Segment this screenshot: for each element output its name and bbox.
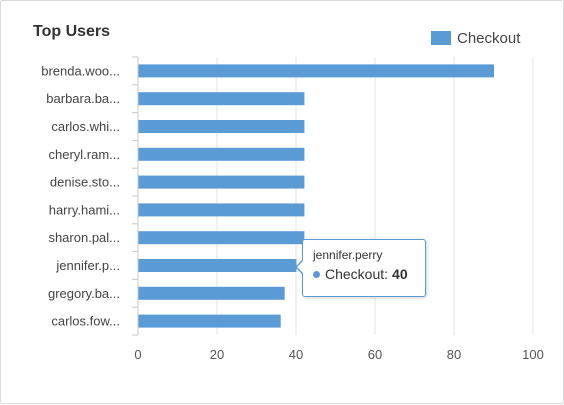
category-label: carlos.whi...: [51, 119, 120, 134]
tooltip-series: Checkout:: [325, 266, 389, 282]
bar: [138, 314, 281, 328]
tooltip: jennifer.perry Checkout: 40: [295, 239, 426, 297]
legend-swatch: [431, 31, 451, 45]
tooltip-value: 40: [392, 266, 408, 282]
bar: [138, 203, 305, 217]
x-tick-label: 100: [522, 347, 544, 362]
x-tick-label: 60: [368, 347, 382, 362]
category-label: carlos.fow...: [51, 314, 120, 329]
category-label: sharon.pal...: [48, 230, 120, 245]
x-tick-label: 20: [210, 347, 224, 362]
category-label: harry.hami...: [49, 202, 120, 217]
legend[interactable]: Checkout: [431, 29, 520, 47]
bar: [138, 175, 305, 189]
tooltip-dot-icon: [313, 270, 320, 278]
category-label: brenda.woo...: [41, 63, 120, 78]
x-tick-label: 80: [447, 347, 461, 362]
bar: [138, 92, 305, 106]
bar: [138, 147, 305, 161]
category-label: barbara.ba...: [46, 91, 120, 106]
category-label: denise.sto...: [50, 175, 120, 190]
legend-label: Checkout: [457, 29, 521, 47]
bar: [138, 231, 305, 245]
chart-title: Top Users: [33, 23, 111, 40]
bar: [138, 120, 305, 133]
bar: [138, 259, 297, 272]
x-tick-label: 40: [289, 347, 303, 362]
bar: [138, 64, 494, 78]
bar: [138, 286, 285, 300]
tooltip-name: jennifer.perry: [313, 248, 383, 262]
tooltip-row: Checkout: 40: [313, 266, 415, 282]
category-label: cheryl.ram...: [48, 147, 120, 162]
category-label: gregory.ba...: [48, 286, 120, 301]
x-tick-label: 0: [134, 347, 141, 362]
category-label: jennifer.p...: [55, 258, 120, 273]
